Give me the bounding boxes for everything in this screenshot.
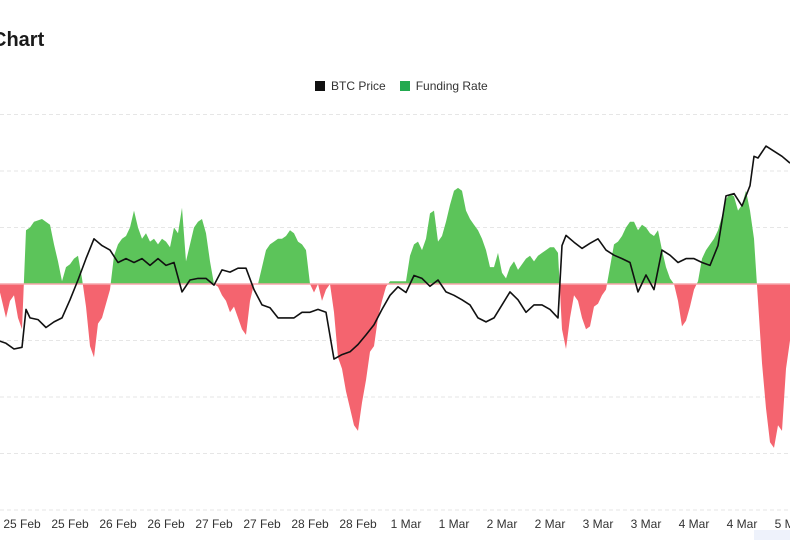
gridlines: [0, 114, 790, 511]
x-tick-label: 26 Feb: [147, 517, 185, 531]
legend-item-funding-rate[interactable]: Funding Rate: [399, 79, 488, 93]
legend-label-price: BTC Price: [331, 79, 386, 93]
funding-rate-area: [0, 187, 790, 448]
x-tick-label: 25 Feb: [51, 517, 89, 531]
x-tick-label: 2 Mar: [487, 517, 518, 531]
x-tick-label: 27 Feb: [243, 517, 281, 531]
legend-label-funding: Funding Rate: [415, 79, 488, 93]
x-tick-label: 27 Feb: [195, 517, 233, 531]
legend: BTC Price Funding Rate: [315, 79, 488, 93]
scroll-corner: [754, 530, 790, 540]
x-tick-label: 1 Mar: [391, 517, 422, 531]
btc-price-series: [0, 145, 790, 360]
legend-item-btc-price[interactable]: BTC Price: [315, 79, 386, 93]
legend-swatch-funding: [399, 81, 410, 91]
legend-swatch-price: [315, 81, 325, 91]
btc-price-line: [0, 145, 790, 360]
funding-positive-area: [0, 187, 790, 284]
x-tick-label: 3 Mar: [631, 517, 662, 531]
x-tick-label: 2 Mar: [535, 517, 566, 531]
x-tick-label: 5 Mar: [775, 517, 790, 531]
funding-negative-area: [0, 284, 790, 448]
chart-title: Chart: [0, 29, 45, 51]
x-tick-label: 4 Mar: [679, 517, 710, 531]
x-tick-label: 28 Feb: [291, 517, 329, 531]
x-tick-label: 26 Feb: [99, 517, 137, 531]
x-tick-label: 4 Mar: [727, 517, 758, 531]
x-tick-label: 25 Feb: [3, 517, 41, 531]
x-axis-ticks: 25 Feb 25 Feb 26 Feb 26 Feb 27 Feb 27 Feb 28 F…: [3, 517, 790, 531]
x-tick-label: 28 Feb: [339, 517, 377, 531]
x-tick-label: 3 Mar: [583, 517, 614, 531]
x-tick-label: 1 Mar: [439, 517, 470, 531]
